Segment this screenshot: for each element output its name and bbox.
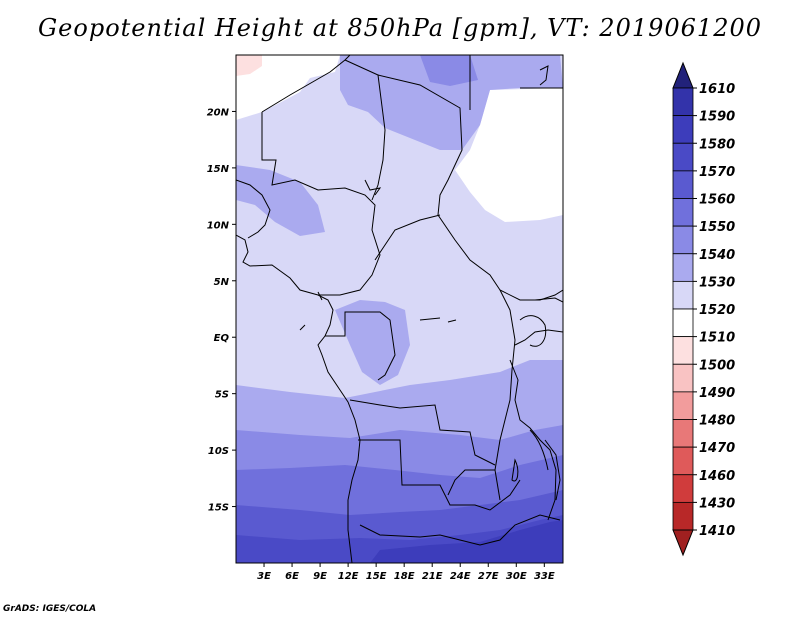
lat-tick-label: 10S (208, 446, 229, 457)
lat-tick-label: 15S (208, 503, 229, 514)
colorbar-swatch-8 (672, 308, 694, 338)
lon-tick-label: 24E (450, 571, 471, 582)
colorbar-swatch-15 (672, 501, 694, 531)
lon-tick-label: 21E (422, 571, 443, 582)
grads-credit: GrADS: IGES/COLA (3, 604, 97, 614)
lon-tick-label: 3E (257, 571, 271, 582)
lat-tick-label: EQ (214, 333, 230, 344)
colorbar-bottom-arrow (672, 529, 694, 557)
colorbar-level-label: 1530 (699, 275, 735, 290)
map-title: Geopotential Height at 850hPa [gpm], VT:… (38, 14, 762, 42)
colorbar-level-label: 1540 (699, 248, 735, 263)
lon-tick-label: 15E (366, 571, 387, 582)
lat-tick-label: 15N (207, 164, 230, 175)
lon-tick-label: 9E (313, 571, 327, 582)
map-frame (235, 54, 564, 564)
colorbar-level-label: 1430 (699, 496, 735, 511)
lat-tick-label: 5N (214, 277, 230, 288)
colorbar-level-label: 1480 (699, 414, 735, 429)
latitude-axis: 20N 15N 10N 5N EQ 5S 10S 15S (207, 107, 236, 514)
colorbar-level-label: 1560 (699, 193, 735, 208)
colorbar-level-label: 1500 (699, 358, 735, 373)
lon-tick-label: 30E (506, 571, 527, 582)
colorbar-level-label: 1610 (699, 82, 735, 97)
colorbar-swatch-4 (672, 198, 694, 227)
colorbar-swatch-6 (672, 253, 694, 282)
colorbar-swatch-11 (672, 391, 694, 420)
lat-tick-label: 5S (215, 390, 229, 401)
longitude-axis: 3E 6E 9E 12E 15E 18E 21E 24E 27E 30E 33E (257, 563, 555, 582)
colorbar-swatch-2 (672, 142, 694, 172)
colorbar-top-arrow (672, 61, 694, 89)
lat-tick-label: 10N (207, 220, 230, 231)
colorbar-swatch-5 (672, 225, 694, 255)
colorbar-swatch-10 (672, 363, 694, 393)
lon-tick-label: 6E (285, 571, 299, 582)
colorbar-level-label: 1580 (699, 137, 735, 152)
colorbar-level-label: 1410 (699, 524, 735, 539)
colorbar-swatch-14 (672, 474, 694, 503)
colorbar-swatch-9 (672, 336, 694, 365)
coastlines-and-borders (236, 55, 563, 563)
colorbar-level-label: 1570 (699, 165, 735, 180)
colorbar-legend: 1610 1590 1580 1570 1560 1550 1540 1530 1520 1510… (672, 61, 735, 557)
lat-tick-label: 20N (207, 107, 230, 118)
colorbar-swatch-1 (672, 115, 694, 144)
colorbar-level-label: 1510 (699, 331, 735, 346)
colorbar-level-label: 1460 (699, 469, 735, 484)
colorbar-level-label: 1590 (699, 110, 735, 125)
colorbar-level-label: 1470 (699, 441, 735, 456)
colorbar-level-label: 1520 (699, 303, 735, 318)
colorbar-swatch-7 (672, 280, 694, 310)
lon-tick-label: 12E (338, 571, 359, 582)
colorbar-swatch-0 (672, 87, 694, 117)
lon-tick-label: 27E (478, 571, 499, 582)
lon-tick-label: 33E (534, 571, 555, 582)
colorbar-swatch-13 (672, 446, 694, 476)
height-field (236, 55, 563, 563)
colorbar-level-label: 1490 (699, 386, 735, 401)
lon-tick-label: 18E (394, 571, 415, 582)
colorbar-swatch-12 (672, 419, 694, 448)
colorbar-level-label: 1550 (699, 220, 735, 235)
colorbar-swatch-3 (672, 170, 694, 199)
